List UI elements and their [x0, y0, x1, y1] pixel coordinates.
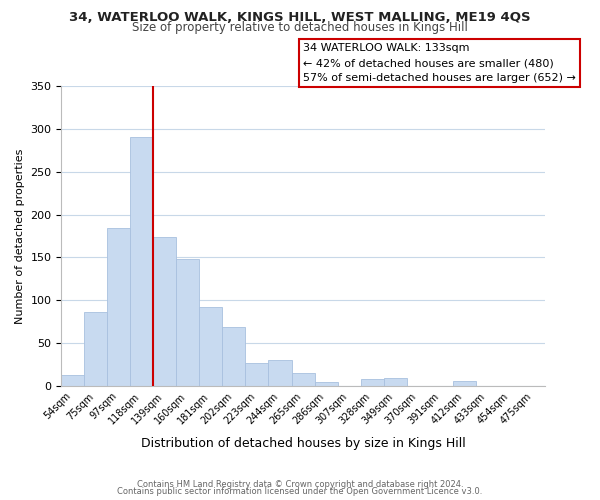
Text: 34, WATERLOO WALK, KINGS HILL, WEST MALLING, ME19 4QS: 34, WATERLOO WALK, KINGS HILL, WEST MALL… [69, 11, 531, 24]
Text: 34 WATERLOO WALK: 133sqm
← 42% of detached houses are smaller (480)
57% of semi-: 34 WATERLOO WALK: 133sqm ← 42% of detach… [303, 44, 576, 83]
Bar [61, 375, 85, 386]
X-axis label: Distribution of detached houses by size in Kings Hill: Distribution of detached houses by size … [140, 437, 466, 450]
Bar [223, 327, 245, 386]
Bar [361, 380, 383, 386]
Bar [107, 228, 130, 386]
Bar [85, 312, 107, 386]
Bar [176, 259, 199, 386]
Text: Contains public sector information licensed under the Open Government Licence v3: Contains public sector information licen… [118, 487, 482, 496]
Bar [154, 237, 176, 386]
Bar [314, 382, 338, 386]
Bar [452, 381, 476, 386]
Bar [292, 374, 314, 386]
Bar [130, 138, 154, 386]
Y-axis label: Number of detached properties: Number of detached properties [15, 148, 25, 324]
Bar [268, 360, 292, 386]
Bar [245, 363, 268, 386]
Text: Contains HM Land Registry data © Crown copyright and database right 2024.: Contains HM Land Registry data © Crown c… [137, 480, 463, 489]
Text: Size of property relative to detached houses in Kings Hill: Size of property relative to detached ho… [132, 21, 468, 34]
Bar [383, 378, 407, 386]
Bar [199, 307, 223, 386]
